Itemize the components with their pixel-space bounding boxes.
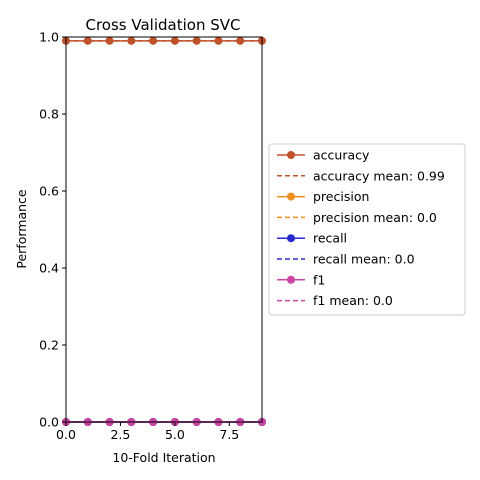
- legend-marker: [287, 151, 295, 159]
- y-axis-label: Performance: [14, 189, 29, 269]
- x-tick-label: 7.5: [219, 427, 239, 442]
- y-tick-label: 1.0: [39, 30, 59, 45]
- legend-label: accuracy: [313, 148, 370, 163]
- legend-label: f1 mean: 0.0: [313, 293, 393, 308]
- y-tick-label: 0.8: [39, 107, 59, 122]
- legend-label: recall: [313, 231, 347, 246]
- point-accuracy: [105, 36, 114, 45]
- legend-marker: [287, 192, 295, 201]
- point-accuracy: [214, 36, 223, 45]
- legend-marker: [287, 234, 295, 243]
- x-tick-label: 2.5: [110, 427, 130, 442]
- y-tick-label: 0.0: [39, 415, 59, 430]
- y-tick-label: 0.6: [39, 184, 59, 199]
- legend-label: f1: [313, 272, 325, 287]
- chart-title: Cross Validation SVC: [86, 16, 241, 34]
- legend: accuracy accuracy mean: 0.99 precision prec…: [268, 143, 466, 316]
- y-tick-label: 0.4: [39, 261, 59, 276]
- point-accuracy: [170, 36, 179, 45]
- y-tick-label: 0.2: [39, 338, 59, 353]
- legend-label: precision: [313, 189, 369, 204]
- plot-frame: [65, 36, 263, 423]
- legend-label: recall mean: 0.0: [313, 252, 415, 267]
- point-accuracy: [127, 36, 136, 45]
- point-accuracy: [149, 36, 158, 45]
- legend-label: precision mean: 0.0: [313, 210, 437, 225]
- x-axis: 0.0 2.5 5.0 7.5: [56, 422, 239, 442]
- y-axis: 0.0 0.2 0.4 0.6 0.8 1.0: [39, 30, 66, 430]
- plot-area: [62, 36, 266, 426]
- x-axis-label: 10-Fold Iteration: [112, 450, 215, 465]
- point-accuracy: [83, 36, 92, 45]
- x-tick-label: 5.0: [165, 427, 185, 442]
- legend-box: [268, 143, 466, 316]
- legend-label: accuracy mean: 0.99: [313, 168, 445, 183]
- legend-marker: [287, 275, 295, 284]
- point-accuracy: [192, 36, 201, 45]
- point-accuracy: [236, 36, 245, 45]
- x-tick-label: 0.0: [56, 427, 76, 442]
